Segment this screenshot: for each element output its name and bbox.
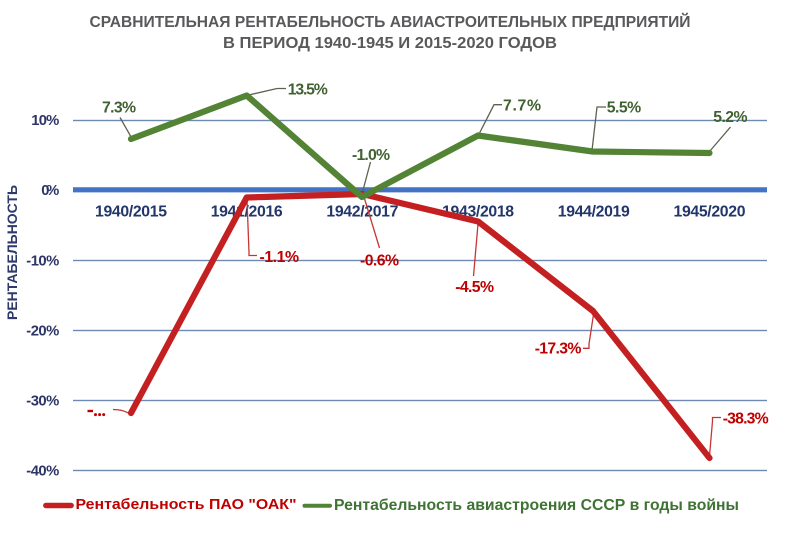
svg-text:5.2%: 5.2%	[713, 109, 747, 126]
svg-text:-1.0%: -1.0%	[352, 147, 390, 164]
svg-text:-4.5%: -4.5%	[455, 279, 494, 296]
svg-text:1941/2016: 1941/2016	[211, 204, 283, 221]
svg-text:-40%: -40%	[26, 463, 59, 479]
svg-text:СРАВНИТЕЛЬНАЯ РЕНТАБЕЛЬНОСТЬ А: СРАВНИТЕЛЬНАЯ РЕНТАБЕЛЬНОСТЬ АВИАСТРОИТЕ…	[90, 13, 691, 31]
svg-text:-30%: -30%	[26, 393, 59, 409]
svg-text:5.5%: 5.5%	[607, 100, 641, 117]
svg-text:1942/2017: 1942/2017	[326, 204, 398, 221]
svg-text:-20%: -20%	[26, 323, 59, 339]
svg-text:1944/2019: 1944/2019	[558, 204, 630, 221]
svg-text:В ПЕРИОД 1940-1945 И 2015-2020: В ПЕРИОД 1940-1945 И 2015-2020 ГОДОВ	[223, 35, 557, 52]
svg-text:1940/2015: 1940/2015	[95, 204, 167, 221]
svg-text:РЕНТАБЕЛЬНОСТЬ: РЕНТАБЕЛЬНОСТЬ	[4, 185, 20, 320]
svg-text:-17.3%: -17.3%	[535, 341, 582, 358]
svg-text:0%: 0%	[41, 183, 59, 199]
svg-text:7.7%: 7.7%	[503, 98, 541, 115]
svg-text:7.3%: 7.3%	[102, 99, 136, 116]
svg-text:Рентабельность авиастроения СС: Рентабельность авиастроения СССР в годы …	[334, 497, 739, 514]
svg-text:13.5%: 13.5%	[288, 82, 328, 99]
svg-text:-38.3%: -38.3%	[723, 411, 769, 428]
svg-text:-10%: -10%	[26, 253, 59, 269]
svg-text:Рентабельность ПАО "ОАК": Рентабельность ПАО "ОАК"	[76, 497, 297, 513]
svg-text:-0.6%: -0.6%	[360, 253, 399, 270]
svg-text:1945/2020: 1945/2020	[674, 204, 746, 221]
svg-text:10%: 10%	[31, 113, 59, 129]
svg-text:-1.1%: -1.1%	[260, 249, 300, 266]
